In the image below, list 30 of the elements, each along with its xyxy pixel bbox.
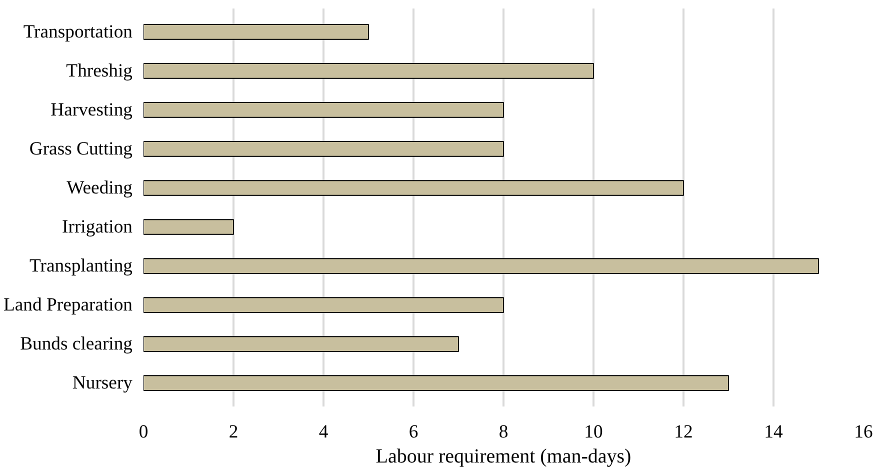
x-tick-label: 6 — [408, 422, 418, 442]
x-tick-label: 2 — [228, 422, 238, 442]
bar — [144, 258, 819, 274]
y-tick-label: Weeding — [66, 177, 132, 198]
x-tick-label: 12 — [674, 422, 693, 442]
y-tick-label: Grass Cutting — [29, 138, 133, 160]
bar — [144, 297, 504, 313]
x-tick-label: 8 — [498, 422, 508, 442]
y-tick-label: Threshig — [66, 60, 133, 82]
bar — [144, 336, 459, 352]
bar — [144, 219, 234, 235]
bar — [144, 141, 504, 157]
bar — [144, 375, 729, 391]
x-tick-label: 10 — [584, 422, 603, 442]
y-tick-label: Transplanting — [30, 256, 133, 277]
y-tick-label: Bunds clearing — [20, 334, 133, 355]
bar — [144, 24, 369, 40]
y-tick-label: Transportation — [23, 21, 134, 42]
x-axis-title: Labour requirement (man-days) — [376, 446, 632, 468]
x-tick-label: 4 — [318, 422, 329, 442]
y-tick-label: Nursery — [72, 372, 134, 394]
y-tick-label: Irrigation — [62, 216, 134, 238]
bar — [144, 63, 594, 79]
y-tick-label: Harvesting — [50, 99, 132, 120]
bar — [144, 102, 504, 118]
x-tick-label: 16 — [854, 422, 873, 442]
y-tick-label: Land Preparation — [4, 294, 134, 316]
x-tick-label: 0 — [138, 422, 148, 442]
x-tick-label: 14 — [764, 422, 784, 442]
bar — [144, 180, 684, 196]
